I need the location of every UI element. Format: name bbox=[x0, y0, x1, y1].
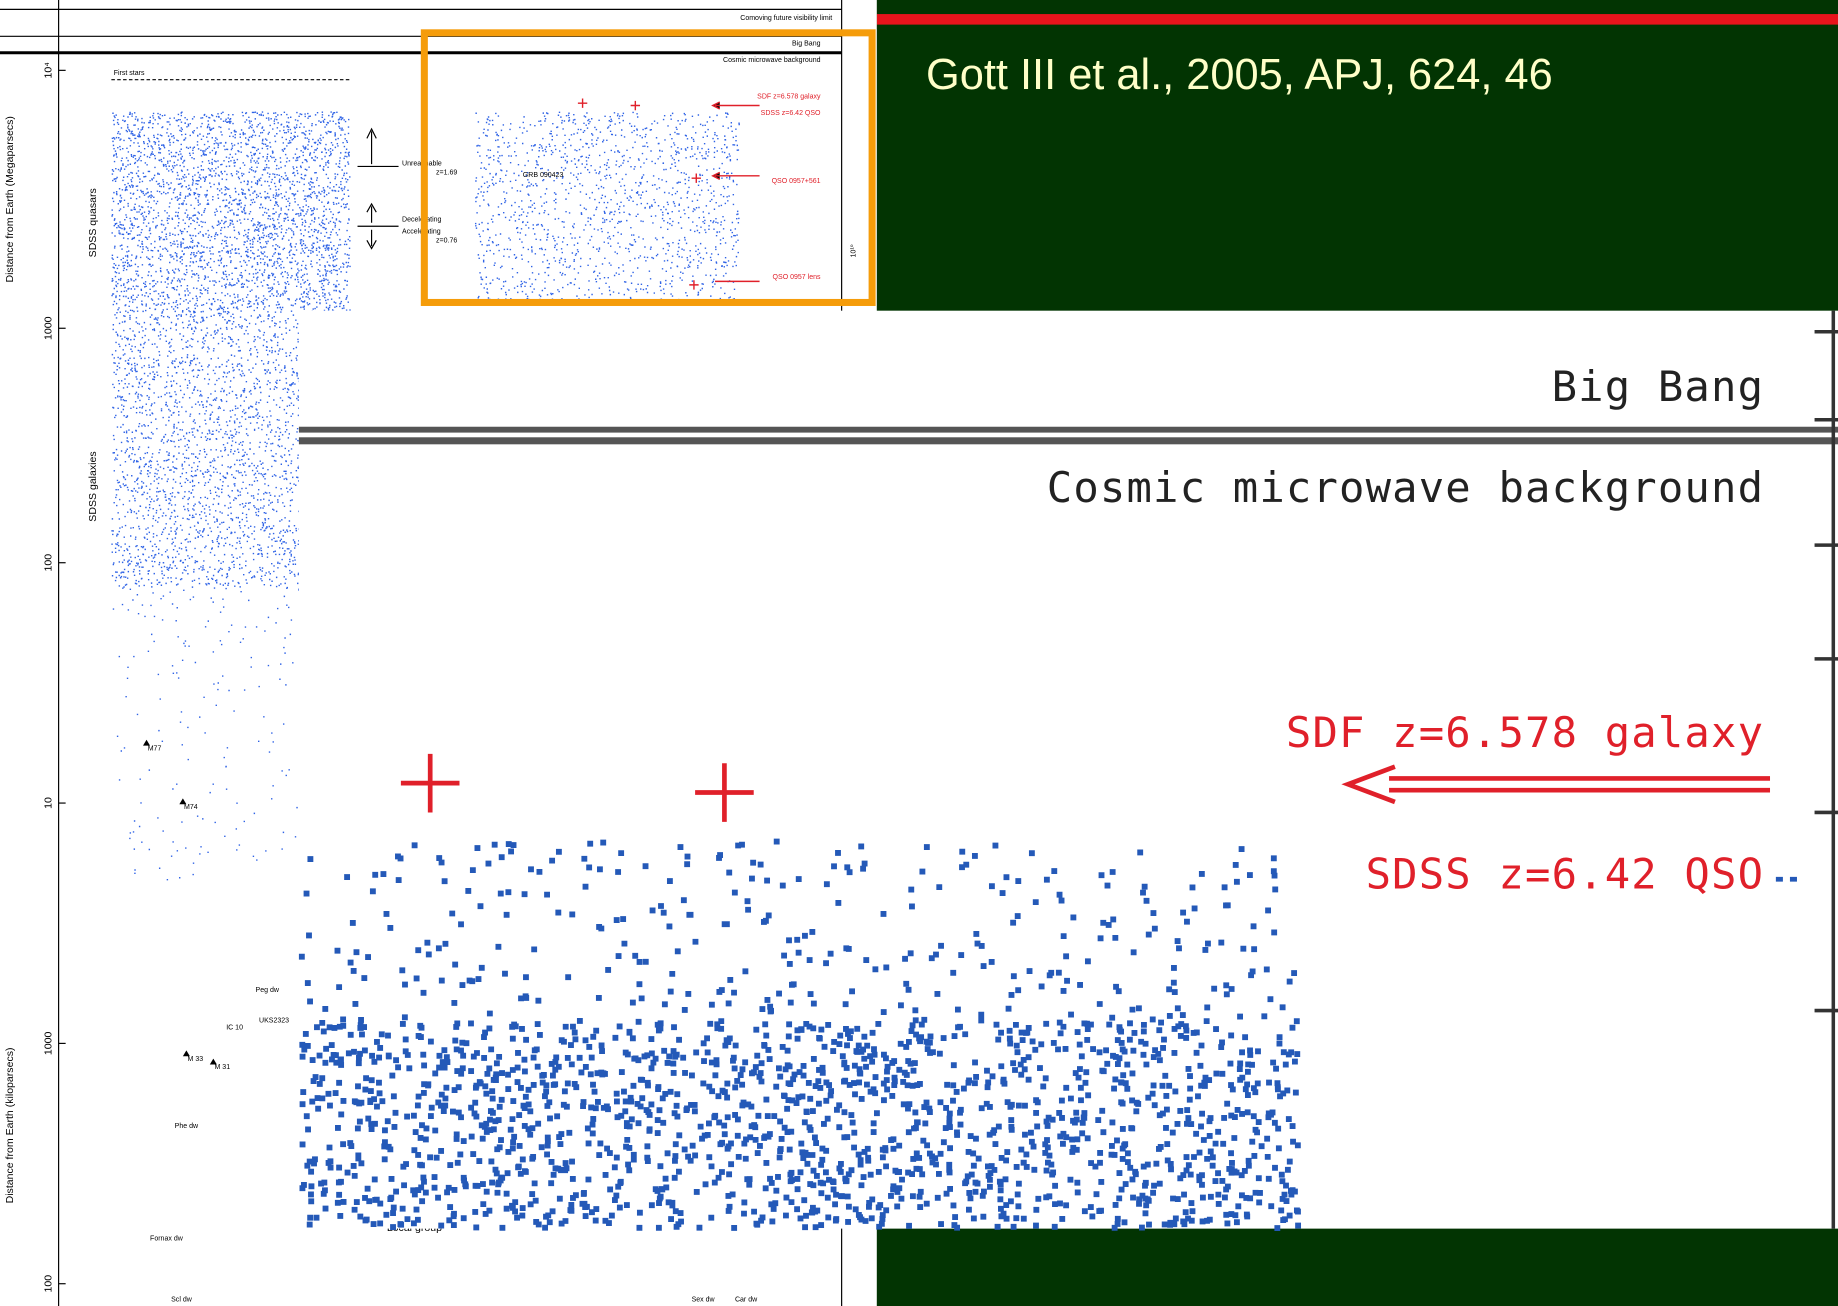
label: SDF z=6.578 galaxy bbox=[1286, 708, 1764, 757]
region-label: SDSS galaxies bbox=[87, 451, 99, 521]
annotation-arrows bbox=[357, 127, 399, 250]
object-label: M 33 bbox=[188, 1056, 204, 1063]
label: z=0.76 bbox=[436, 238, 457, 245]
big-bang-line bbox=[298, 426, 1838, 433]
object-marker bbox=[179, 798, 187, 805]
label: SDSS z=6.42 QSO bbox=[761, 110, 821, 117]
axis-ticks bbox=[1814, 330, 1838, 1013]
y-axis-title: Distance from Earth (kiloparsecs) bbox=[4, 1047, 16, 1203]
label: Cosmic microwave background bbox=[1047, 463, 1764, 512]
object-label: Phe dw bbox=[175, 1123, 199, 1130]
object-label: M74 bbox=[184, 804, 198, 811]
object-marker bbox=[143, 739, 151, 746]
label: Big Bang bbox=[792, 41, 821, 48]
object-label: Fornax dw bbox=[150, 1235, 184, 1242]
object-label: Peg dw bbox=[256, 987, 280, 994]
label: SDSS z=6.42 QSO bbox=[1366, 850, 1765, 899]
y-tick-label: 10⁴ bbox=[43, 62, 55, 78]
y-tick-label: 10 bbox=[43, 797, 55, 809]
object-marker bbox=[209, 1058, 217, 1065]
label: SDF z=6.578 galaxy bbox=[757, 93, 821, 100]
y-tick-label: 100 bbox=[43, 554, 55, 572]
object-label: Scl dw bbox=[171, 1296, 193, 1303]
quasar-scatter bbox=[298, 838, 1302, 1231]
cmb-line bbox=[298, 437, 1838, 445]
citation: Gott III et al., 2005, APJ, 624, 46 bbox=[926, 51, 1553, 99]
region-label: SDSS quasars bbox=[87, 188, 99, 257]
title-rule bbox=[876, 14, 1838, 25]
label: QSO 0957+561 bbox=[772, 178, 821, 185]
y-axis-title: Distance from Earth (Megaparsecs) bbox=[4, 116, 16, 282]
red-markers bbox=[577, 98, 760, 290]
object-label: M 31 bbox=[215, 1064, 231, 1071]
label: Big Bang bbox=[1552, 362, 1765, 411]
zoom-box bbox=[420, 29, 876, 306]
label: QSO 0957 lens bbox=[773, 274, 821, 281]
y-tick-label: 1000 bbox=[43, 1032, 55, 1056]
object-marker bbox=[182, 1050, 190, 1057]
inset: Big Bang Cosmic microwave background SDF… bbox=[298, 310, 1838, 1231]
y-tick-label: 1000 bbox=[43, 316, 55, 340]
object-label: Sex dw bbox=[692, 1296, 716, 1303]
object-label: Car dw bbox=[735, 1296, 758, 1303]
label: First stars bbox=[114, 70, 145, 77]
object-label: IC 10 bbox=[226, 1024, 243, 1031]
label: Comoving future visibility limit bbox=[740, 15, 832, 22]
object-label: M77 bbox=[148, 745, 162, 752]
y-tick-label: 10¹⁰ bbox=[850, 244, 858, 257]
label: GRB 090423 bbox=[523, 172, 564, 179]
y-tick-label: 100 bbox=[43, 1275, 55, 1293]
label: z=1.69 bbox=[436, 170, 457, 177]
label: Cosmic microwave background bbox=[723, 57, 821, 64]
red-markers bbox=[400, 753, 1771, 822]
object-label: UKS2323 bbox=[259, 1017, 289, 1024]
